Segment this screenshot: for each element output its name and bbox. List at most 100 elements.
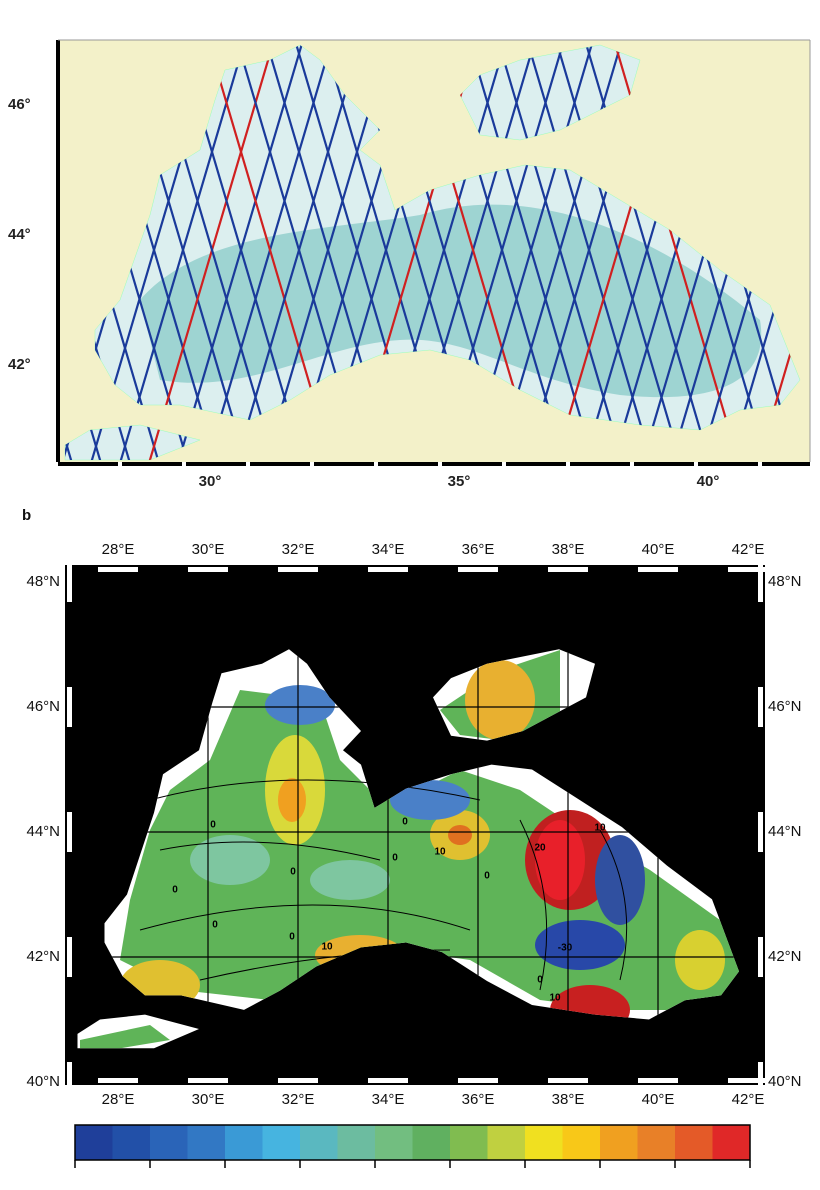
frame-tick — [758, 937, 763, 977]
colorbar-swatch — [525, 1125, 563, 1160]
lon-label: 42°E — [732, 541, 765, 558]
lat-label: 46° — [8, 96, 31, 113]
lon-label: 38°E — [552, 541, 585, 558]
lon-label: 32°E — [282, 541, 315, 558]
frame-tick — [278, 567, 318, 572]
contour — [519, 819, 548, 991]
contour-label: 20 — [534, 843, 546, 854]
frame-tick — [458, 1078, 498, 1083]
contour-label: 0 — [289, 932, 295, 943]
colorbar-swatch — [300, 1125, 338, 1160]
colorbar-swatch — [487, 1125, 525, 1160]
lat-label: 40°N — [26, 1073, 60, 1090]
lon-label: 36°E — [462, 1091, 495, 1108]
frame-tick — [98, 1078, 138, 1083]
lat-label: 44°N — [26, 823, 60, 840]
colorbar-swatch — [112, 1125, 150, 1160]
frame-tick — [548, 567, 588, 572]
frame-tick — [188, 567, 228, 572]
frame-tick — [758, 812, 763, 852]
lon-label: 30°E — [192, 1091, 225, 1108]
colorbar-swatch — [150, 1125, 188, 1160]
lat-label: 42°N — [768, 948, 802, 965]
colorbar-swatch — [712, 1125, 750, 1160]
contour-label: -30 — [558, 943, 573, 954]
colorbar-frame — [74, 1124, 751, 1161]
lat-label: 48°N — [26, 573, 60, 590]
contour — [159, 841, 381, 861]
lon-label: 34°E — [372, 1091, 405, 1108]
track — [814, 30, 820, 470]
contour-label: 10 — [594, 823, 606, 834]
colorbar-swatch — [562, 1125, 600, 1160]
frame-tick — [368, 1078, 408, 1083]
frame-tick — [98, 567, 138, 572]
colorbar-swatch — [637, 1125, 675, 1160]
frame-tick — [728, 567, 768, 572]
contour-label: 10 — [321, 942, 333, 953]
contour-label: 0 — [484, 871, 490, 882]
lon-label: 30°E — [192, 541, 225, 558]
lat-label: 48°N — [768, 573, 802, 590]
lat-label: 46°N — [768, 698, 802, 715]
contour-label: 0 — [537, 975, 543, 986]
frame-tick — [67, 1062, 72, 1102]
frame-tick — [368, 567, 408, 572]
lon-label: 40°E — [642, 541, 675, 558]
contour-label: 0 — [212, 920, 218, 931]
lon-label: 42°E — [732, 1091, 765, 1108]
frame-tick — [67, 812, 72, 852]
lat-label: 44°N — [768, 823, 802, 840]
lon-label: 34°E — [372, 541, 405, 558]
colorbar-swatch — [375, 1125, 413, 1160]
lat-label: 42°N — [26, 948, 60, 965]
colorbar-swatch — [187, 1125, 225, 1160]
lon-label: 36°E — [462, 541, 495, 558]
frame-tick — [548, 1078, 588, 1083]
lat-label: 42° — [8, 356, 31, 373]
contour-label: 10 — [434, 847, 446, 858]
bathymetry — [140, 204, 762, 398]
colorbar — [74, 1124, 751, 1168]
frame-tick — [278, 1078, 318, 1083]
contour-label: 0 — [172, 885, 178, 896]
lon-label: 28°E — [102, 541, 135, 558]
frame-tick — [458, 567, 498, 572]
frame-tick — [67, 687, 72, 727]
lon-label: 40°E — [642, 1091, 675, 1108]
labels: 28°E 28°E 30°E 30°E 32°E 32°E 34°E 34°E 36°E 36°E… — [26, 541, 801, 1108]
frame-tick — [67, 562, 72, 602]
lon-label: 28°E — [102, 1091, 135, 1108]
panel-label: b — [22, 507, 31, 524]
contour-label: 0 — [402, 817, 408, 828]
colorbar-swatch — [600, 1125, 638, 1160]
lat-label: 46°N — [26, 698, 60, 715]
contour-label: 10 — [549, 993, 561, 1004]
contour — [149, 779, 481, 801]
colorbar-swatch — [675, 1125, 713, 1160]
contour-label: 0 — [290, 867, 296, 878]
frame-tick — [758, 562, 763, 602]
colorbar-swatch — [337, 1125, 375, 1160]
lon-label: 40° — [697, 473, 720, 490]
lon-label: 38°E — [552, 1091, 585, 1108]
contour — [139, 904, 471, 931]
panel-a — [58, 30, 820, 470]
frame-tick — [728, 1078, 768, 1083]
lon-label: 32°E — [282, 1091, 315, 1108]
frame-tick — [638, 1078, 678, 1083]
contour — [599, 829, 628, 981]
track — [814, 30, 820, 470]
track — [754, 45, 800, 460]
lon-label: 35° — [448, 473, 471, 490]
frame-tick — [758, 1062, 763, 1102]
frame-tick — [67, 937, 72, 977]
frame-tick — [638, 567, 678, 572]
frame-tick — [758, 687, 763, 727]
lon-label: 30° — [199, 473, 222, 490]
colorbar-swatch — [225, 1125, 263, 1160]
colorbar-swatch — [75, 1125, 113, 1160]
contour-label: 0 — [392, 853, 398, 864]
colorbar-swatch — [262, 1125, 300, 1160]
